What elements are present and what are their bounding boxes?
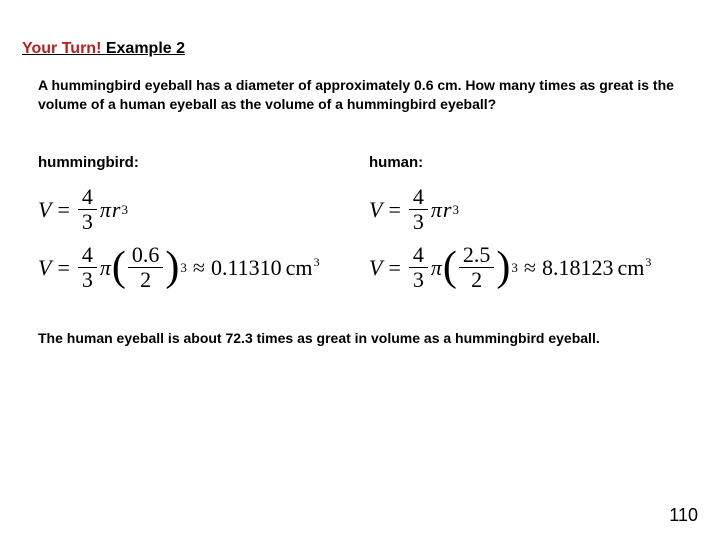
page-number: 110 <box>669 505 698 526</box>
label-hummingbird: hummingbird: <box>38 154 369 171</box>
answer-statement: The human eyeball is about 72.3 times as… <box>38 329 682 348</box>
formula-human-general: V = 4 3 π r 3 <box>369 185 700 235</box>
title-part-black: Example 2 <box>106 40 185 57</box>
work-area: hummingbird: V = 4 3 π r 3 V = 4 3 π ( 0… <box>38 154 700 301</box>
problem-statement: A hummingbird eyeball has a diameter of … <box>38 76 682 114</box>
column-hummingbird: hummingbird: V = 4 3 π r 3 V = 4 3 π ( 0… <box>38 154 369 301</box>
title-part-red: Your Turn! <box>22 40 106 57</box>
column-human: human: V = 4 3 π r 3 V = 4 3 π ( 2.5 <box>369 154 700 301</box>
formula-hummingbird-calc: V = 4 3 π ( 0.6 2 ) 3 ≈ 0.11310 cm3 <box>38 243 369 293</box>
formula-hummingbird-general: V = 4 3 π r 3 <box>38 185 369 235</box>
section-title: Your Turn! Example 2 <box>22 40 700 58</box>
label-human: human: <box>369 154 700 171</box>
formula-human-calc: V = 4 3 π ( 2.5 2 ) 3 ≈ 8.18123 cm3 <box>369 243 700 293</box>
